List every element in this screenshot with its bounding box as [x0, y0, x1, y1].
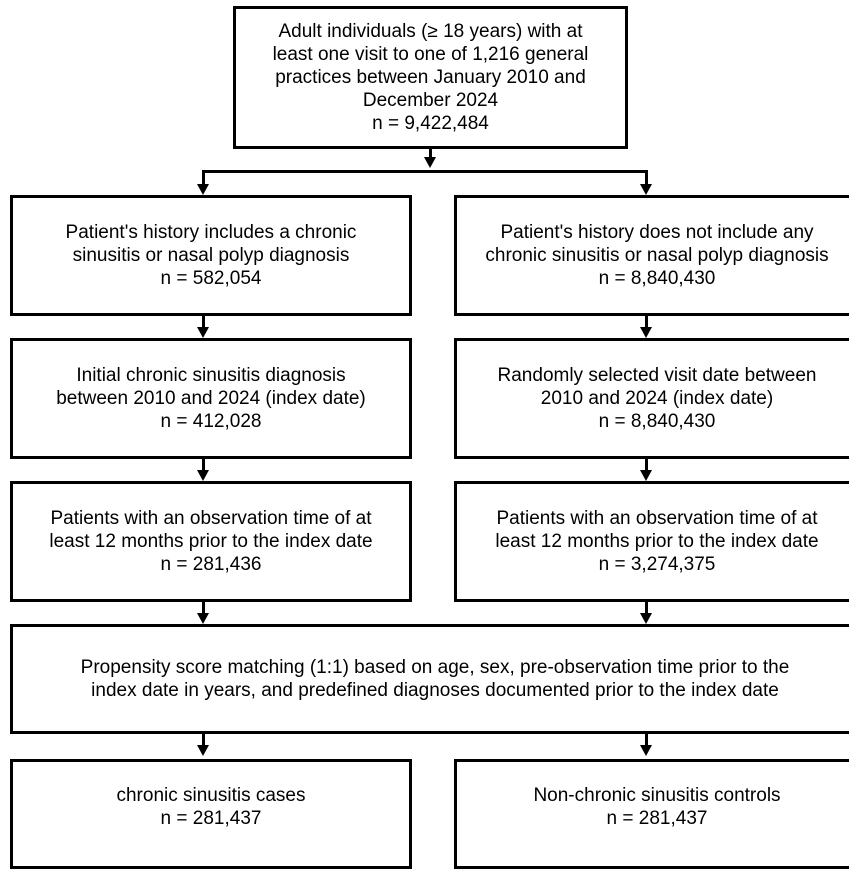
connector-line: [202, 459, 205, 470]
connector-line: [645, 734, 648, 745]
box-text-line: 2010 and 2024 (index date): [540, 388, 774, 409]
connector-line: [645, 316, 648, 327]
arrow-down-icon: [640, 470, 652, 481]
box-count: n = 281,436: [160, 554, 262, 575]
box-cs-cases: chronic sinusitis cases n = 281,437: [10, 759, 412, 869]
box-text-line: least 12 months prior to the index date: [495, 531, 819, 552]
arrow-down-icon: [640, 184, 652, 195]
box-controls: Non-chronic sinusitis controls n = 281,4…: [454, 759, 849, 869]
box-text-line: index date in years, and predefined diag…: [91, 680, 779, 701]
box-text-line: Adult individuals (≥ 18 years) with at: [278, 21, 583, 42]
box-control-observation-time: Patients with an observation time of at …: [454, 481, 849, 602]
box-study-population: Adult individuals (≥ 18 years) with at l…: [233, 6, 628, 149]
connector-line: [645, 459, 648, 470]
arrow-down-icon: [197, 327, 209, 338]
box-initial-cs-diagnosis: Initial chronic sinusitis diagnosis betw…: [10, 338, 412, 459]
box-no-cs-history: Patient's history does not include any c…: [454, 195, 849, 316]
box-text-line: least 12 months prior to the index date: [49, 531, 373, 552]
arrow-down-icon: [197, 613, 209, 624]
connector-line: [429, 149, 432, 157]
connector-line: [202, 734, 205, 745]
box-text-line: sinusitis or nasal polyp diagnosis: [72, 245, 350, 266]
arrow-down-icon: [424, 157, 436, 168]
box-count: n = 412,028: [160, 411, 262, 432]
box-text-line: December 2024: [362, 90, 499, 111]
box-text-line: Patients with an observation time of at: [50, 508, 372, 529]
box-text-line: Patient's history does not include any: [500, 222, 814, 243]
box-cs-observation-time: Patients with an observation time of at …: [10, 481, 412, 602]
box-propensity-matching: Propensity score matching (1:1) based on…: [10, 624, 849, 734]
box-count: n = 8,840,430: [598, 411, 716, 432]
arrow-down-icon: [640, 613, 652, 624]
box-text-line: chronic sinusitis or nasal polyp diagnos…: [485, 245, 829, 266]
box-count: n = 281,437: [160, 808, 262, 829]
box-text-line: practices between January 2010 and: [275, 67, 586, 88]
connector-line: [202, 316, 205, 327]
arrow-down-icon: [197, 184, 209, 195]
connector-line: [202, 170, 205, 184]
box-text-line: Patients with an observation time of at: [496, 508, 818, 529]
box-cs-history: Patient's history includes a chronic sin…: [10, 195, 412, 316]
box-count: n = 281,437: [606, 808, 708, 829]
connector-line: [202, 170, 648, 173]
connector-line: [645, 170, 648, 184]
connector-line: [645, 602, 648, 613]
box-count: n = 8,840,430: [598, 268, 716, 289]
box-text-line: chronic sinusitis cases: [116, 785, 306, 806]
box-text-line: Patient's history includes a chronic: [65, 222, 357, 243]
connector-line: [202, 602, 205, 613]
arrow-down-icon: [640, 327, 652, 338]
box-text-line: between 2010 and 2024 (index date): [56, 388, 366, 409]
box-text-line: Initial chronic sinusitis diagnosis: [76, 365, 346, 386]
box-text-line: Randomly selected visit date between: [497, 365, 817, 386]
box-count: n = 582,054: [160, 268, 262, 289]
arrow-down-icon: [197, 470, 209, 481]
box-text-line: Propensity score matching (1:1) based on…: [80, 657, 790, 678]
box-text-line: least one visit to one of 1,216 general: [272, 44, 589, 65]
arrow-down-icon: [197, 745, 209, 756]
box-random-visit-date: Randomly selected visit date between 201…: [454, 338, 849, 459]
box-count: n = 9,422,484: [372, 113, 489, 134]
box-text-line: Non-chronic sinusitis controls: [533, 785, 781, 806]
arrow-down-icon: [640, 745, 652, 756]
box-count: n = 3,274,375: [598, 554, 716, 575]
